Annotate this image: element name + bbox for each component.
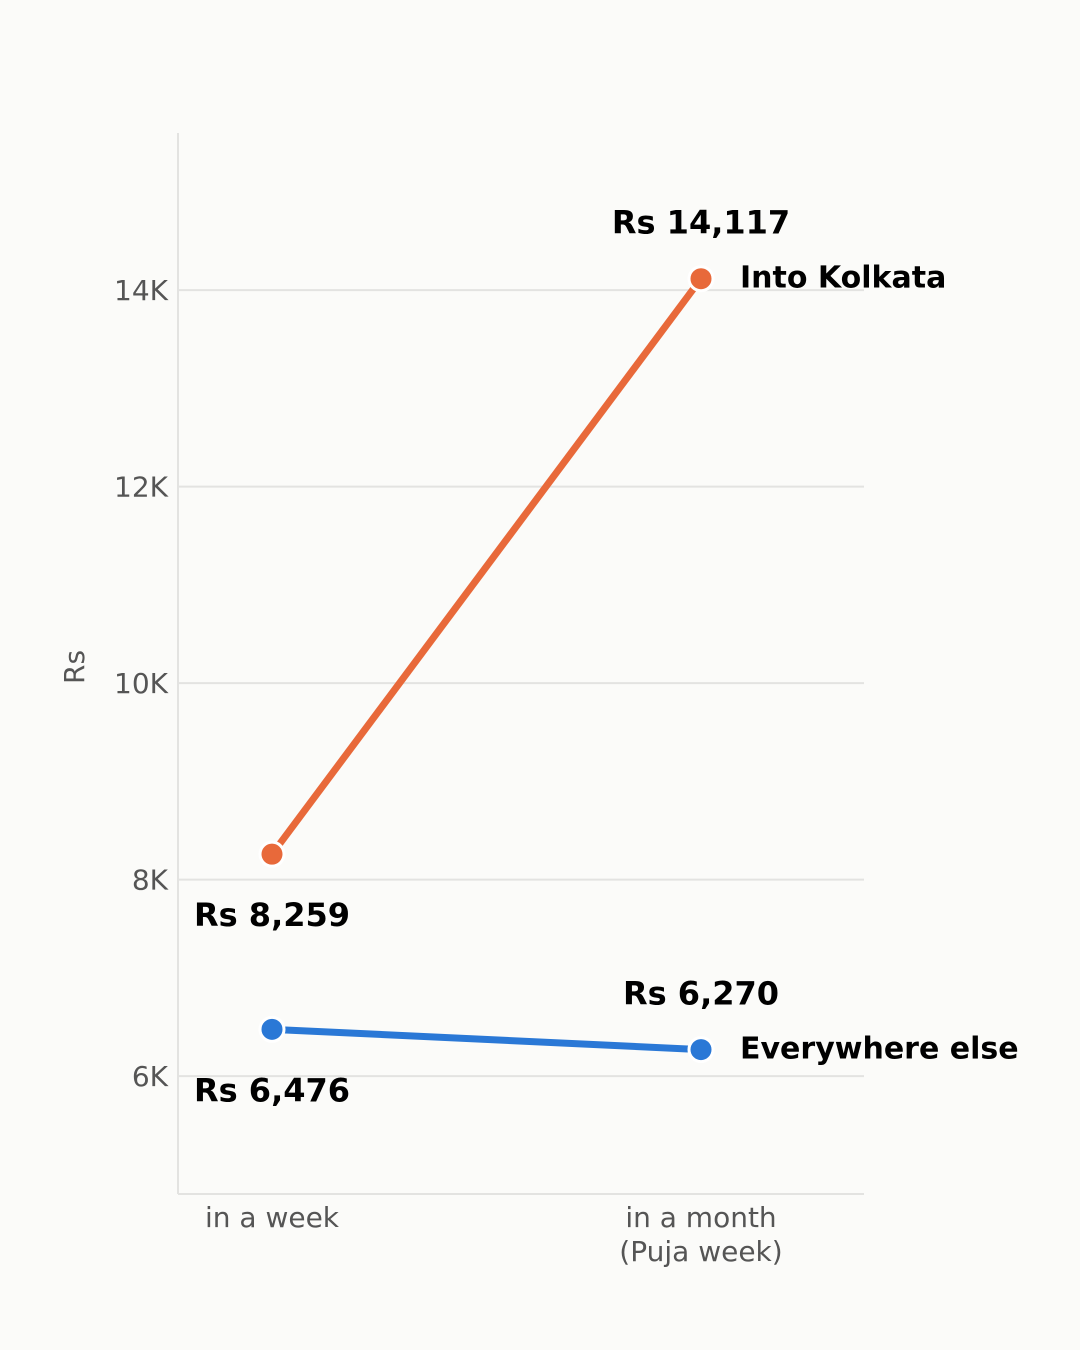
y-tick-label: 10K	[114, 667, 169, 700]
x-tick-label: in a month	[625, 1201, 776, 1234]
gridlines	[178, 289, 864, 1078]
y-tick-label: 8K	[132, 864, 169, 897]
data-point	[687, 265, 715, 293]
series-name-label: Everywhere else	[740, 1032, 1019, 1067]
y-tick-label: 12K	[114, 471, 169, 504]
series-name-label: Into Kolkata	[740, 261, 946, 296]
x-tick-label: in a week	[205, 1201, 340, 1234]
y-tick-label: 6K	[132, 1060, 169, 1093]
axes: Rs	[58, 133, 864, 1195]
data-point	[258, 840, 286, 868]
data-point	[687, 1036, 715, 1064]
y-axis-title: Rs	[58, 650, 91, 684]
data-point	[258, 1015, 286, 1043]
series: Rs 8,259 Rs 14,117 Into Kolkata Rs 6,476 Rs …	[194, 204, 1019, 1110]
data-label: Rs 6,270	[623, 975, 779, 1013]
data-label: Rs 14,117	[612, 204, 790, 242]
y-tick-labels: 6K 8K 10K 12K 14K	[114, 274, 169, 1093]
y-tick-label: 14K	[114, 274, 169, 307]
series-line	[271, 1025, 702, 1054]
x-tick-labels: in a week in a month(Puja week)	[205, 1201, 783, 1268]
data-label: Rs 6,476	[194, 1071, 350, 1109]
series-line	[269, 276, 704, 857]
x-tick-label: (Puja week)	[619, 1235, 782, 1268]
data-label: Rs 8,259	[194, 896, 350, 934]
